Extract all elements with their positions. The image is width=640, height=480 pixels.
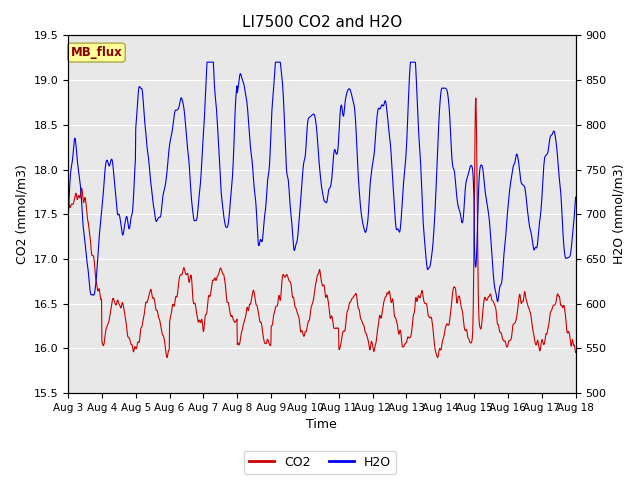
Text: MB_flux: MB_flux <box>70 46 122 59</box>
Legend: CO2, H2O: CO2, H2O <box>244 451 396 474</box>
Title: LI7500 CO2 and H2O: LI7500 CO2 and H2O <box>242 15 402 30</box>
Y-axis label: H2O (mmol/m3): H2O (mmol/m3) <box>612 164 625 264</box>
Y-axis label: CO2 (mmol/m3): CO2 (mmol/m3) <box>15 164 28 264</box>
X-axis label: Time: Time <box>307 419 337 432</box>
